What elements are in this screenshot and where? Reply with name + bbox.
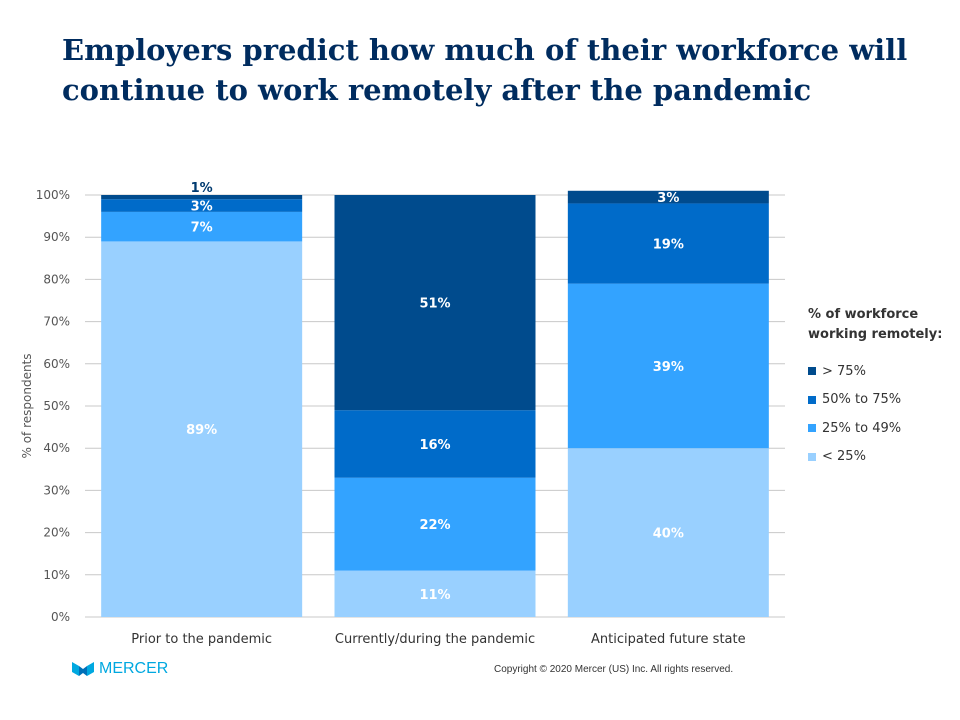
legend-label: < 25% bbox=[822, 449, 866, 465]
legend-swatch bbox=[808, 395, 816, 404]
bar-segment bbox=[101, 195, 303, 200]
y-tick-label: 50% bbox=[43, 399, 70, 413]
data-label: 11% bbox=[419, 588, 450, 603]
copyright: Copyright © 2020 Mercer (US) Inc. All ri… bbox=[494, 664, 734, 675]
y-tick-label: 0% bbox=[51, 610, 70, 624]
x-tick-label: Currently/during the pandemic bbox=[335, 632, 535, 647]
y-tick-label: 10% bbox=[43, 568, 70, 582]
x-tick-label: Prior to the pandemic bbox=[131, 632, 272, 647]
legend-swatch bbox=[808, 452, 816, 461]
bar-segment bbox=[334, 410, 536, 478]
legend-item: < 25% bbox=[808, 443, 960, 472]
legend: % of workforce working remotely: > 75% 50… bbox=[808, 305, 960, 471]
bar-segment bbox=[101, 199, 303, 212]
bar-segment bbox=[567, 283, 769, 449]
bar-segment bbox=[101, 211, 303, 242]
bar-segment bbox=[334, 570, 536, 617]
mercer-logo-icon bbox=[72, 662, 94, 676]
y-axis-label: % of respondents bbox=[20, 353, 34, 458]
bar-segment bbox=[567, 203, 769, 284]
y-tick-label: 40% bbox=[43, 441, 70, 455]
legend-item: 25% to 49% bbox=[808, 414, 960, 443]
data-label: 22% bbox=[419, 518, 450, 533]
mercer-logo: MERCER bbox=[72, 660, 168, 678]
y-tick-label: 80% bbox=[43, 272, 70, 286]
legend-label: 50% to 75% bbox=[822, 392, 902, 408]
bar-segment bbox=[334, 195, 536, 411]
data-label: 89% bbox=[186, 423, 217, 438]
data-label: 3% bbox=[657, 191, 679, 206]
legend-swatch bbox=[808, 367, 816, 376]
bar-segment bbox=[101, 241, 303, 618]
legend-title: % of workforce working remotely: bbox=[808, 307, 943, 342]
legend-item: > 75% bbox=[808, 357, 960, 386]
legend-swatch bbox=[808, 424, 816, 433]
logo-text: MERCER bbox=[99, 660, 169, 677]
y-tick-label: 100% bbox=[36, 188, 70, 202]
data-label: 7% bbox=[191, 221, 213, 236]
x-tick-label: Anticipated future state bbox=[591, 632, 746, 647]
bar-segment bbox=[567, 190, 769, 204]
bar-segment bbox=[567, 448, 769, 617]
data-label: 3% bbox=[191, 200, 213, 215]
y-tick-label: 30% bbox=[43, 483, 70, 497]
legend-label: > 75% bbox=[822, 363, 866, 379]
data-label: 51% bbox=[419, 297, 450, 312]
y-tick-label: 90% bbox=[43, 230, 70, 244]
y-tick-label: 70% bbox=[43, 315, 70, 329]
bar-segment bbox=[334, 477, 536, 571]
data-label: 39% bbox=[653, 360, 684, 375]
legend-item: 50% to 75% bbox=[808, 386, 960, 415]
chart-title: Employers predict how much of their work… bbox=[62, 33, 908, 107]
legend-label: 25% to 49% bbox=[822, 420, 902, 436]
data-label: 40% bbox=[653, 527, 684, 542]
data-label: 1% bbox=[191, 181, 213, 196]
y-tick-label: 60% bbox=[43, 357, 70, 371]
data-label: 16% bbox=[419, 438, 450, 453]
y-tick-label: 20% bbox=[43, 526, 70, 540]
data-label: 19% bbox=[653, 238, 684, 253]
